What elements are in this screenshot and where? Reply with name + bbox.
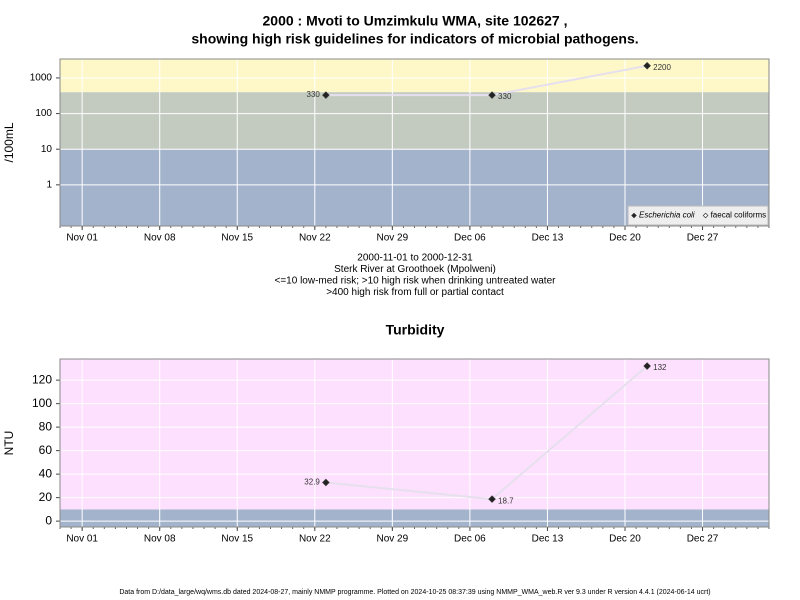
y-tick-label: 20 xyxy=(39,490,53,504)
guideline-band xyxy=(60,359,769,510)
guideline-band xyxy=(60,92,769,150)
data-label: 2200 xyxy=(653,63,671,72)
x-tick-label: Dec 20 xyxy=(609,233,641,244)
x-tick-label: Nov 08 xyxy=(144,233,176,244)
x-tick-label: Nov 15 xyxy=(221,534,253,545)
x-tick-label: Dec 27 xyxy=(687,534,719,545)
data-point xyxy=(643,362,651,370)
x-tick-label: Dec 06 xyxy=(454,233,486,244)
note: 2000-11-01 to 2000-12-31 xyxy=(357,253,473,264)
data-label: 32.9 xyxy=(304,478,320,487)
x-tick-label: Nov 22 xyxy=(299,534,331,545)
legend-label: Escherichia coli xyxy=(639,211,695,220)
guideline-band xyxy=(60,509,769,527)
x-tick-label: Nov 29 xyxy=(377,233,409,244)
chart-title: showing high risk guidelines for indicat… xyxy=(191,31,638,47)
y-tick-label: 10 xyxy=(41,144,53,155)
x-tick-label: Dec 27 xyxy=(687,233,719,244)
y-tick-label: 120 xyxy=(32,372,52,386)
data-point xyxy=(488,495,496,503)
data-point xyxy=(322,478,330,487)
data-point xyxy=(643,61,651,70)
y-tick-label: 100 xyxy=(32,396,52,410)
note: >400 high risk from full or partial cont… xyxy=(326,287,504,298)
note: Sterk River at Groothoek (Mpolweni) xyxy=(334,264,496,275)
data-label: 330 xyxy=(498,92,512,101)
x-tick-label: Nov 08 xyxy=(144,534,176,545)
legend-label: faecal coliforms xyxy=(711,211,767,220)
x-tick-label: Dec 13 xyxy=(532,534,564,545)
note: <=10 low-med risk; >10 high risk when dr… xyxy=(275,276,557,287)
plot-frame xyxy=(59,358,770,528)
guideline-band xyxy=(60,59,769,93)
y-tick-label: 80 xyxy=(39,419,53,433)
x-tick-label: Nov 01 xyxy=(66,534,98,545)
data-point xyxy=(322,91,330,99)
y-tick-label: 40 xyxy=(39,466,53,480)
plot-frame xyxy=(59,58,770,227)
x-tick-label: Dec 06 xyxy=(454,534,486,545)
y-axis-label: NTU xyxy=(2,431,16,456)
x-tick-label: Nov 22 xyxy=(299,233,331,244)
x-tick-label: Nov 15 xyxy=(221,233,253,244)
y-tick-label: 1 xyxy=(46,179,52,190)
legend-marker xyxy=(631,212,637,219)
footer: Data from D:/data_large/wq/wms.db dated … xyxy=(119,589,710,596)
y-tick-label: 100 xyxy=(35,108,52,119)
chart-title: Turbidity xyxy=(386,322,445,338)
data-point xyxy=(488,91,496,99)
x-tick-label: Nov 01 xyxy=(66,233,98,244)
y-axis-label: /100mL xyxy=(2,122,16,162)
chart-title: 2000 : Mvoti to Umzimkulu WMA, site 1026… xyxy=(263,13,568,29)
data-label: 18.7 xyxy=(498,496,514,505)
data-label: 132 xyxy=(653,363,667,372)
legend-box xyxy=(627,205,769,226)
y-tick-label: 60 xyxy=(39,443,53,457)
data-label: 330 xyxy=(307,90,321,99)
x-tick-label: Dec 13 xyxy=(532,233,564,244)
legend-marker xyxy=(702,212,709,219)
y-tick-label: 0 xyxy=(45,513,52,527)
y-tick-label: 1000 xyxy=(30,73,53,84)
x-tick-label: Nov 29 xyxy=(377,534,409,545)
x-tick-label: Dec 20 xyxy=(609,534,641,545)
